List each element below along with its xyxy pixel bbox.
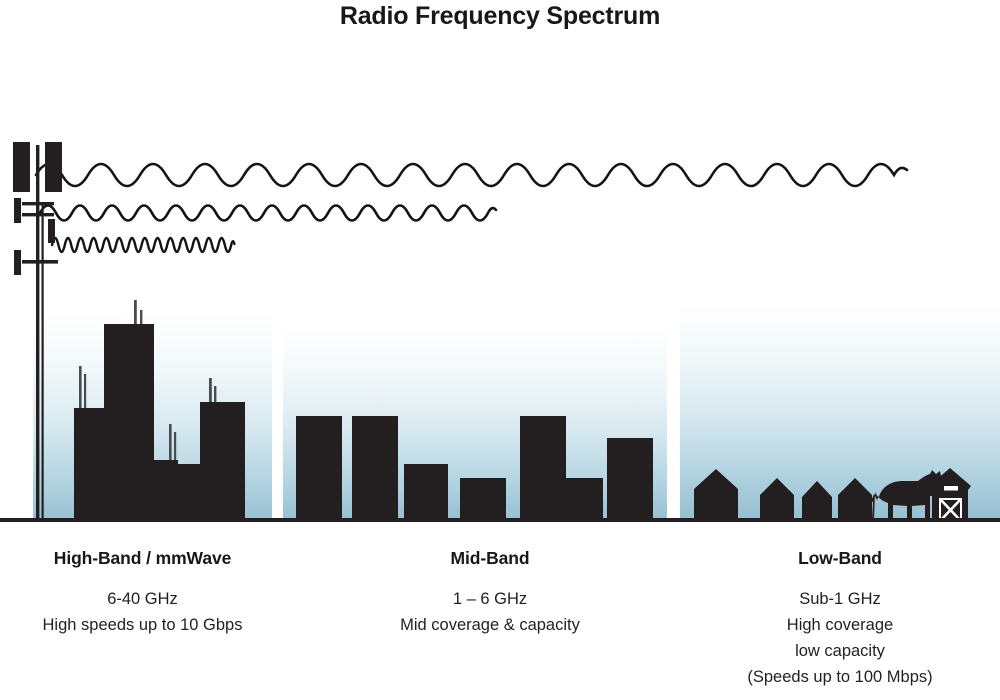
band-title-high-band: High-Band / mmWave	[53, 548, 232, 568]
long-wave-icon	[34, 162, 909, 188]
house-icon	[838, 478, 872, 520]
skyline-mid-band	[296, 416, 653, 520]
house-icon	[694, 469, 738, 520]
building-icon	[460, 478, 506, 520]
cell-tower-icon	[13, 142, 62, 520]
band-caption-low-band: Low-Band Sub-1 GHz High coverage low cap…	[680, 548, 1000, 690]
band-detail-mid-band-1: Mid coverage & capacity	[400, 616, 580, 634]
band-description-mid-band: 1 – 6 GHz Mid coverage & capacity	[345, 586, 635, 638]
band-title-mid-band: Mid-Band	[450, 548, 530, 568]
band-detail-low-band-1: High coverage	[786, 616, 894, 634]
house-icon	[802, 481, 832, 520]
cow-icon	[871, 470, 945, 520]
band-detail-low-band-2: low capacity	[795, 642, 885, 660]
band-detail-low-band-3: (Speeds up to 100 Mbps)	[747, 668, 933, 686]
band-frequency-high-band: 6-40 GHz	[107, 590, 178, 608]
page-title: Radio Frequency Spectrum	[339, 2, 661, 30]
ground-baseline	[0, 518, 1000, 522]
skyscraper-icon	[200, 402, 245, 520]
short-wave-icon	[50, 236, 236, 254]
building-icon	[352, 416, 398, 520]
skyline-low-band	[694, 468, 971, 521]
band-description-high-band: 6-40 GHz High speeds up to 10 Gbps	[0, 586, 285, 638]
house-icon	[760, 478, 794, 520]
band-detail-high-band-1: High speeds up to 10 Gbps	[42, 616, 243, 634]
band-caption-mid-band: Mid-Band 1 – 6 GHz Mid coverage & capaci…	[345, 548, 635, 638]
band-title-low-band: Low-Band	[798, 548, 882, 568]
building-icon	[520, 416, 566, 520]
barn-icon	[929, 468, 971, 521]
wave-group	[34, 162, 909, 254]
band-caption-high-band: High-Band / mmWave 6-40 GHz High speeds …	[0, 548, 285, 638]
medium-wave-icon	[38, 204, 498, 222]
skyscraper-icon	[104, 324, 154, 520]
building-icon	[296, 416, 342, 520]
building-icon	[607, 438, 653, 520]
band-description-low-band: Sub-1 GHz High coverage low capacity (Sp…	[680, 586, 1000, 690]
spectrum-illustration	[0, 120, 1000, 530]
skyscraper-icon	[166, 464, 206, 520]
building-icon	[566, 478, 603, 520]
skyline-high-band	[74, 300, 245, 520]
skyscraper-icon	[74, 408, 109, 520]
band-frequency-mid-band: 1 – 6 GHz	[452, 590, 528, 608]
band-frequency-low-band: Sub-1 GHz	[799, 590, 881, 608]
building-icon	[404, 464, 448, 520]
